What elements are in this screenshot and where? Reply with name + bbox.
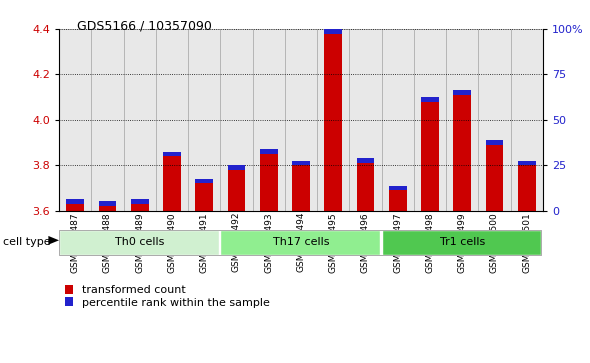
Bar bbox=[292, 160, 310, 211]
Bar bbox=[382, 230, 541, 254]
Bar bbox=[131, 199, 149, 211]
Bar bbox=[324, 29, 342, 211]
Legend: transformed count, percentile rank within the sample: transformed count, percentile rank withi… bbox=[64, 285, 270, 307]
Bar bbox=[99, 201, 116, 211]
Bar bbox=[253, 29, 285, 211]
Bar bbox=[349, 29, 382, 211]
Bar bbox=[260, 149, 277, 154]
Text: Th0 cells: Th0 cells bbox=[115, 237, 165, 247]
Bar bbox=[389, 185, 407, 211]
Bar bbox=[478, 29, 510, 211]
Bar bbox=[66, 199, 84, 211]
Bar bbox=[195, 179, 213, 211]
Bar bbox=[188, 29, 220, 211]
Bar bbox=[91, 29, 123, 211]
Bar bbox=[356, 158, 374, 163]
Bar bbox=[414, 29, 446, 211]
Bar bbox=[123, 29, 156, 211]
Bar bbox=[59, 230, 219, 254]
Text: Tr1 cells: Tr1 cells bbox=[440, 237, 485, 247]
Bar bbox=[421, 97, 439, 211]
Text: GDS5166 / 10357090: GDS5166 / 10357090 bbox=[77, 20, 212, 33]
Bar bbox=[156, 29, 188, 211]
Bar bbox=[163, 151, 181, 211]
Bar bbox=[220, 230, 380, 254]
Bar bbox=[389, 185, 407, 190]
Bar bbox=[99, 201, 116, 206]
Text: cell type: cell type bbox=[3, 237, 51, 247]
Bar bbox=[446, 29, 478, 211]
Bar bbox=[510, 29, 543, 211]
Bar bbox=[453, 90, 471, 95]
Bar bbox=[453, 90, 471, 211]
Bar bbox=[356, 158, 374, 211]
Bar bbox=[66, 199, 84, 204]
Bar bbox=[317, 29, 349, 211]
Bar bbox=[228, 165, 245, 170]
Bar bbox=[228, 165, 245, 211]
Bar bbox=[324, 29, 342, 33]
Bar bbox=[292, 160, 310, 165]
Bar bbox=[486, 140, 503, 211]
Bar bbox=[486, 140, 503, 145]
Bar bbox=[518, 160, 536, 165]
Polygon shape bbox=[48, 236, 59, 245]
Bar bbox=[518, 160, 536, 211]
Bar bbox=[285, 29, 317, 211]
Bar bbox=[421, 97, 439, 102]
Bar bbox=[195, 179, 213, 183]
Bar bbox=[131, 199, 149, 204]
Bar bbox=[59, 29, 91, 211]
Text: Th17 cells: Th17 cells bbox=[273, 237, 329, 247]
Bar bbox=[382, 29, 414, 211]
Bar bbox=[163, 152, 181, 156]
Bar bbox=[260, 149, 277, 211]
Bar bbox=[220, 29, 253, 211]
